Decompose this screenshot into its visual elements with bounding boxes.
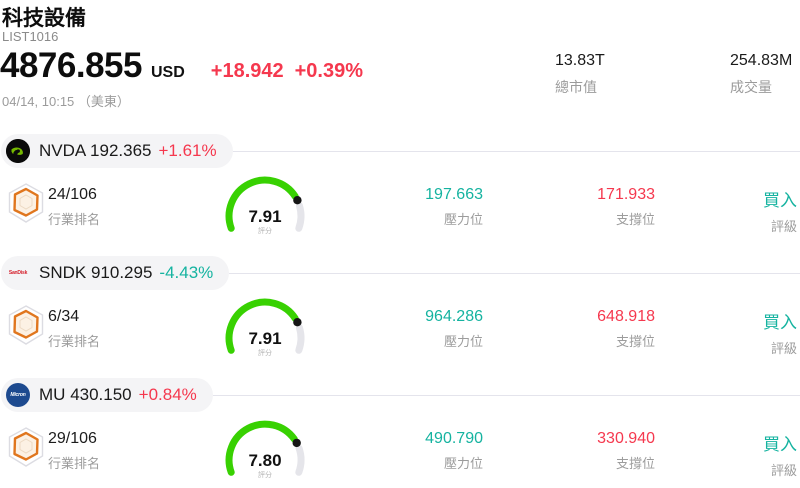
stock-change: +0.84% (138, 385, 197, 404)
pressure-label: 壓力位 (443, 334, 483, 349)
stock-ticker: MU (39, 385, 66, 404)
industry-rank-radar-icon (6, 182, 46, 224)
stock-chip-line: Micron MU 430.150 +0.84% (0, 378, 800, 412)
stock-chip[interactable]: Micron MU 430.150 +0.84% (1, 378, 213, 412)
rating-value: 買入 (763, 313, 797, 332)
stock-change: -4.43% (159, 263, 214, 282)
list-code: LIST1016 (2, 29, 59, 44)
sector-header: 科技設備 LIST1016 4876.855 USD +18.942 +0.39… (0, 0, 800, 134)
pressure-stat: 964.286 壓力位 (425, 308, 483, 350)
pressure-label: 壓力位 (443, 456, 483, 471)
rating-value: 買入 (763, 435, 797, 454)
market-cap-value: 13.83T (555, 52, 605, 69)
industry-rank-value: 6/34 (48, 308, 80, 325)
support-value: 171.933 (597, 186, 655, 203)
stock-price: 430.150 (70, 385, 132, 404)
rating-value: 買入 (763, 191, 797, 210)
support-stat: 171.933 支撐位 (597, 186, 655, 228)
industry-rank-label: 行業排名 (48, 212, 101, 227)
stock-price: 910.295 (90, 263, 153, 282)
page-title: 科技設備 (2, 7, 86, 30)
stock-ticker-price: MU 430.150 (39, 385, 132, 405)
market-cap-label: 總市值 (555, 79, 597, 95)
industry-rank-label: 行業排名 (48, 456, 101, 471)
rating-stat[interactable]: 買入 評級 (763, 430, 797, 479)
svg-text:評分: 評分 (258, 348, 272, 357)
rating-label: 評級 (770, 219, 797, 234)
quote-datetime: 04/14, 10:15 （美東） (2, 94, 130, 109)
industry-rank-label: 行業排名 (48, 334, 101, 349)
industry-rank-value: 29/106 (48, 430, 97, 447)
support-stat: 330.940 支撐位 (597, 430, 655, 472)
svg-text:評分: 評分 (258, 470, 272, 479)
index-change: +18.942 (210, 60, 284, 82)
stock-ticker: SNDK (39, 263, 87, 282)
stock-change: +1.61% (158, 141, 217, 160)
stock-row-body: 29/106 行業排名 7.80 評分 490.790 壓力位 330.940 支… (0, 420, 800, 482)
pressure-stat: 197.663 壓力位 (425, 186, 483, 228)
stock-row-body: 24/106 行業排名 7.91 評分 197.663 壓力位 171.933 支… (0, 176, 800, 238)
micron-logo: Micron (6, 383, 30, 407)
stock-ticker-price: SNDK 910.295 (39, 263, 152, 283)
volume-stat: 254.83M 成交量 (730, 52, 792, 97)
svg-text:7.91: 7.91 (248, 329, 281, 348)
pressure-value: 490.790 (425, 430, 483, 447)
currency-label: USD (150, 64, 185, 81)
pressure-value: 964.286 (425, 308, 483, 325)
pressure-stat: 490.790 壓力位 (425, 430, 483, 472)
svg-text:評分: 評分 (258, 226, 272, 235)
pressure-label: 壓力位 (443, 212, 483, 227)
stock-list: NVDA 192.365 +1.61% 24/106 行業排名 7.91 評分 1… (0, 134, 800, 488)
volume-label: 成交量 (730, 79, 772, 95)
industry-rank: 29/106 行業排名 (48, 430, 100, 472)
divider-line (212, 394, 800, 396)
divider-line (229, 272, 800, 274)
index-price: 4876.855 (0, 46, 142, 85)
nvidia-logo (6, 139, 30, 163)
stock-row: Micron MU 430.150 +0.84% 29/106 行業排名 7.8… (0, 378, 800, 488)
industry-rank: 6/34 行業排名 (48, 308, 100, 350)
stock-chip[interactable]: SanDisk SNDK 910.295 -4.43% (1, 256, 230, 290)
rating-label: 評級 (770, 463, 797, 478)
stock-ticker: NVDA (39, 141, 86, 160)
stock-row: NVDA 192.365 +1.61% 24/106 行業排名 7.91 評分 1… (0, 134, 800, 256)
stock-row: SanDisk SNDK 910.295 -4.43% 6/34 行業排名 7.… (0, 256, 800, 378)
sandisk-logo: SanDisk (8, 270, 28, 276)
support-label: 支撐位 (615, 334, 655, 349)
index-price-line: 4876.855 USD +18.942 +0.39% (0, 46, 363, 86)
industry-rank: 24/106 行業排名 (48, 186, 100, 228)
stock-chip[interactable]: NVDA 192.365 +1.61% (1, 134, 233, 168)
support-label: 支撐位 (615, 456, 655, 471)
stock-ticker-price: NVDA 192.365 (39, 141, 151, 161)
index-change-pct: +0.39% (294, 60, 364, 82)
stock-chip-line: SanDisk SNDK 910.295 -4.43% (0, 256, 800, 290)
svg-text:7.91: 7.91 (248, 207, 281, 226)
volume-value: 254.83M (730, 52, 793, 69)
rating-label: 評級 (770, 341, 797, 356)
industry-rank-radar-icon (6, 304, 46, 346)
stock-row-body: 6/34 行業排名 7.91 評分 964.286 壓力位 648.918 支撐位… (0, 298, 800, 360)
pressure-value: 197.663 (425, 186, 483, 203)
rating-stat[interactable]: 買入 評級 (763, 308, 797, 357)
divider-line (232, 150, 800, 152)
support-stat: 648.918 支撐位 (597, 308, 655, 350)
svg-text:7.80: 7.80 (248, 451, 281, 470)
industry-rank-radar-icon (6, 426, 46, 468)
support-value: 648.918 (597, 308, 655, 325)
rating-stat[interactable]: 買入 評級 (763, 186, 797, 235)
industry-rank-value: 24/106 (48, 186, 97, 203)
support-label: 支撐位 (615, 212, 655, 227)
stock-chip-line: NVDA 192.365 +1.61% (0, 134, 800, 168)
support-value: 330.940 (597, 430, 655, 447)
market-cap-stat: 13.83T 總市值 (555, 52, 605, 97)
stock-price: 192.365 (90, 141, 152, 160)
